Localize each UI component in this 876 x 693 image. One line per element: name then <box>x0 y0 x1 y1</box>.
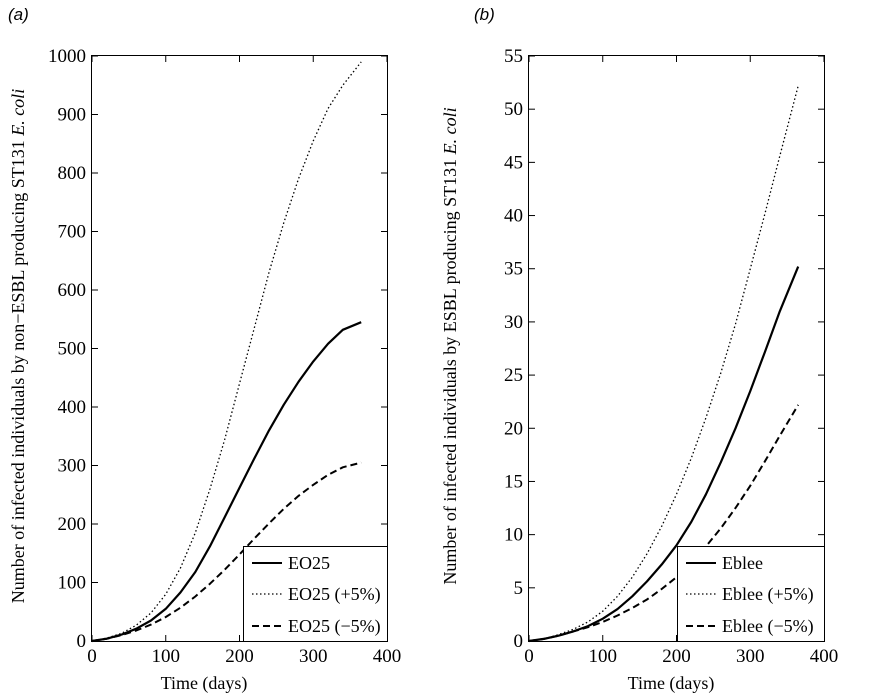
panel-a-ticks: 0 100 200 300 400 0 100 200 300 400 500 600 700 800 90… <box>48 46 401 667</box>
x-tick-label: 0 <box>524 646 534 667</box>
legend-label-eblee-plus5: Eblee (+5%) <box>722 584 814 605</box>
series-line-b-dashed <box>528 404 800 642</box>
y-tick-label: 0 <box>514 631 524 652</box>
series-line-a-dashed <box>91 461 362 642</box>
y-tick-label: 15 <box>504 471 523 492</box>
series-line-b-dotted <box>528 85 799 642</box>
y-tick-label: 35 <box>504 259 523 280</box>
x-tick-label: 400 <box>810 646 839 667</box>
y-tick-label: 200 <box>58 514 87 535</box>
legend-label-eblee-minus5: Eblee (−5%) <box>722 616 814 637</box>
y-tick-label: 45 <box>504 152 523 173</box>
x-tick-label: 100 <box>589 646 618 667</box>
y-tick-label: 400 <box>58 397 87 418</box>
series-line-a-dotted <box>91 61 362 642</box>
panel-a-lines <box>91 61 362 643</box>
panel-a-xlabel: Time (days) <box>161 673 248 693</box>
y-tick-label: 20 <box>504 418 523 439</box>
y-tick-label: 800 <box>58 163 87 184</box>
panel-a-label: (a) <box>8 5 29 24</box>
x-tick-label: 200 <box>225 646 254 667</box>
panel-a-ylabel: Number of infected individuals by non−ES… <box>8 89 28 603</box>
y-tick-label: 55 <box>504 46 523 67</box>
x-tick-label: 100 <box>152 646 181 667</box>
y-tick-label: 25 <box>504 365 523 386</box>
panel-b-xlabel: Time (days) <box>628 673 715 693</box>
y-tick-label: 900 <box>58 105 87 126</box>
y-tick-label: 10 <box>504 525 523 546</box>
legend-label-eo25: EO25 <box>288 553 330 573</box>
panel-b-lines <box>528 85 800 643</box>
panel-b-legend: Eblee Eblee (+5%) Eblee (−5%) <box>677 546 825 642</box>
y-tick-label: 40 <box>504 206 523 227</box>
panel-b-frame <box>528 55 825 642</box>
x-tick-label: 300 <box>299 646 328 667</box>
panel-b-label: (b) <box>474 5 495 24</box>
y-tick-label: 600 <box>58 280 87 301</box>
y-tick-label: 300 <box>58 456 87 477</box>
panel-b-ylabel: Number of infected individuals by ESBL p… <box>440 107 460 584</box>
panel-a-legend: EO25 EO25 (+5%) EO25 (−5%) <box>243 546 388 642</box>
legend-label-eblee: Eblee <box>722 553 763 573</box>
y-tick-label: 1000 <box>48 46 86 67</box>
panel-a-frame <box>91 55 388 642</box>
legend-label-eo25-minus5: EO25 (−5%) <box>288 616 381 637</box>
x-tick-label: 0 <box>87 646 97 667</box>
y-tick-label: 0 <box>77 631 87 652</box>
y-tick-label: 30 <box>504 312 523 333</box>
y-tick-label: 500 <box>58 339 87 360</box>
x-tick-label: 400 <box>373 646 402 667</box>
series-line-a-solid <box>91 321 362 643</box>
panel-a: (a) Number of infected individuals by no… <box>8 5 401 693</box>
panel-b: (b) Number of infected individuals by ES… <box>440 5 838 693</box>
legend-label-eo25-plus5: EO25 (+5%) <box>288 584 381 605</box>
y-tick-label: 100 <box>58 573 87 594</box>
x-tick-label: 200 <box>662 646 691 667</box>
y-tick-label: 50 <box>504 99 523 120</box>
y-tick-label: 700 <box>58 222 87 243</box>
x-tick-label: 300 <box>736 646 765 667</box>
y-tick-label: 5 <box>514 578 524 599</box>
